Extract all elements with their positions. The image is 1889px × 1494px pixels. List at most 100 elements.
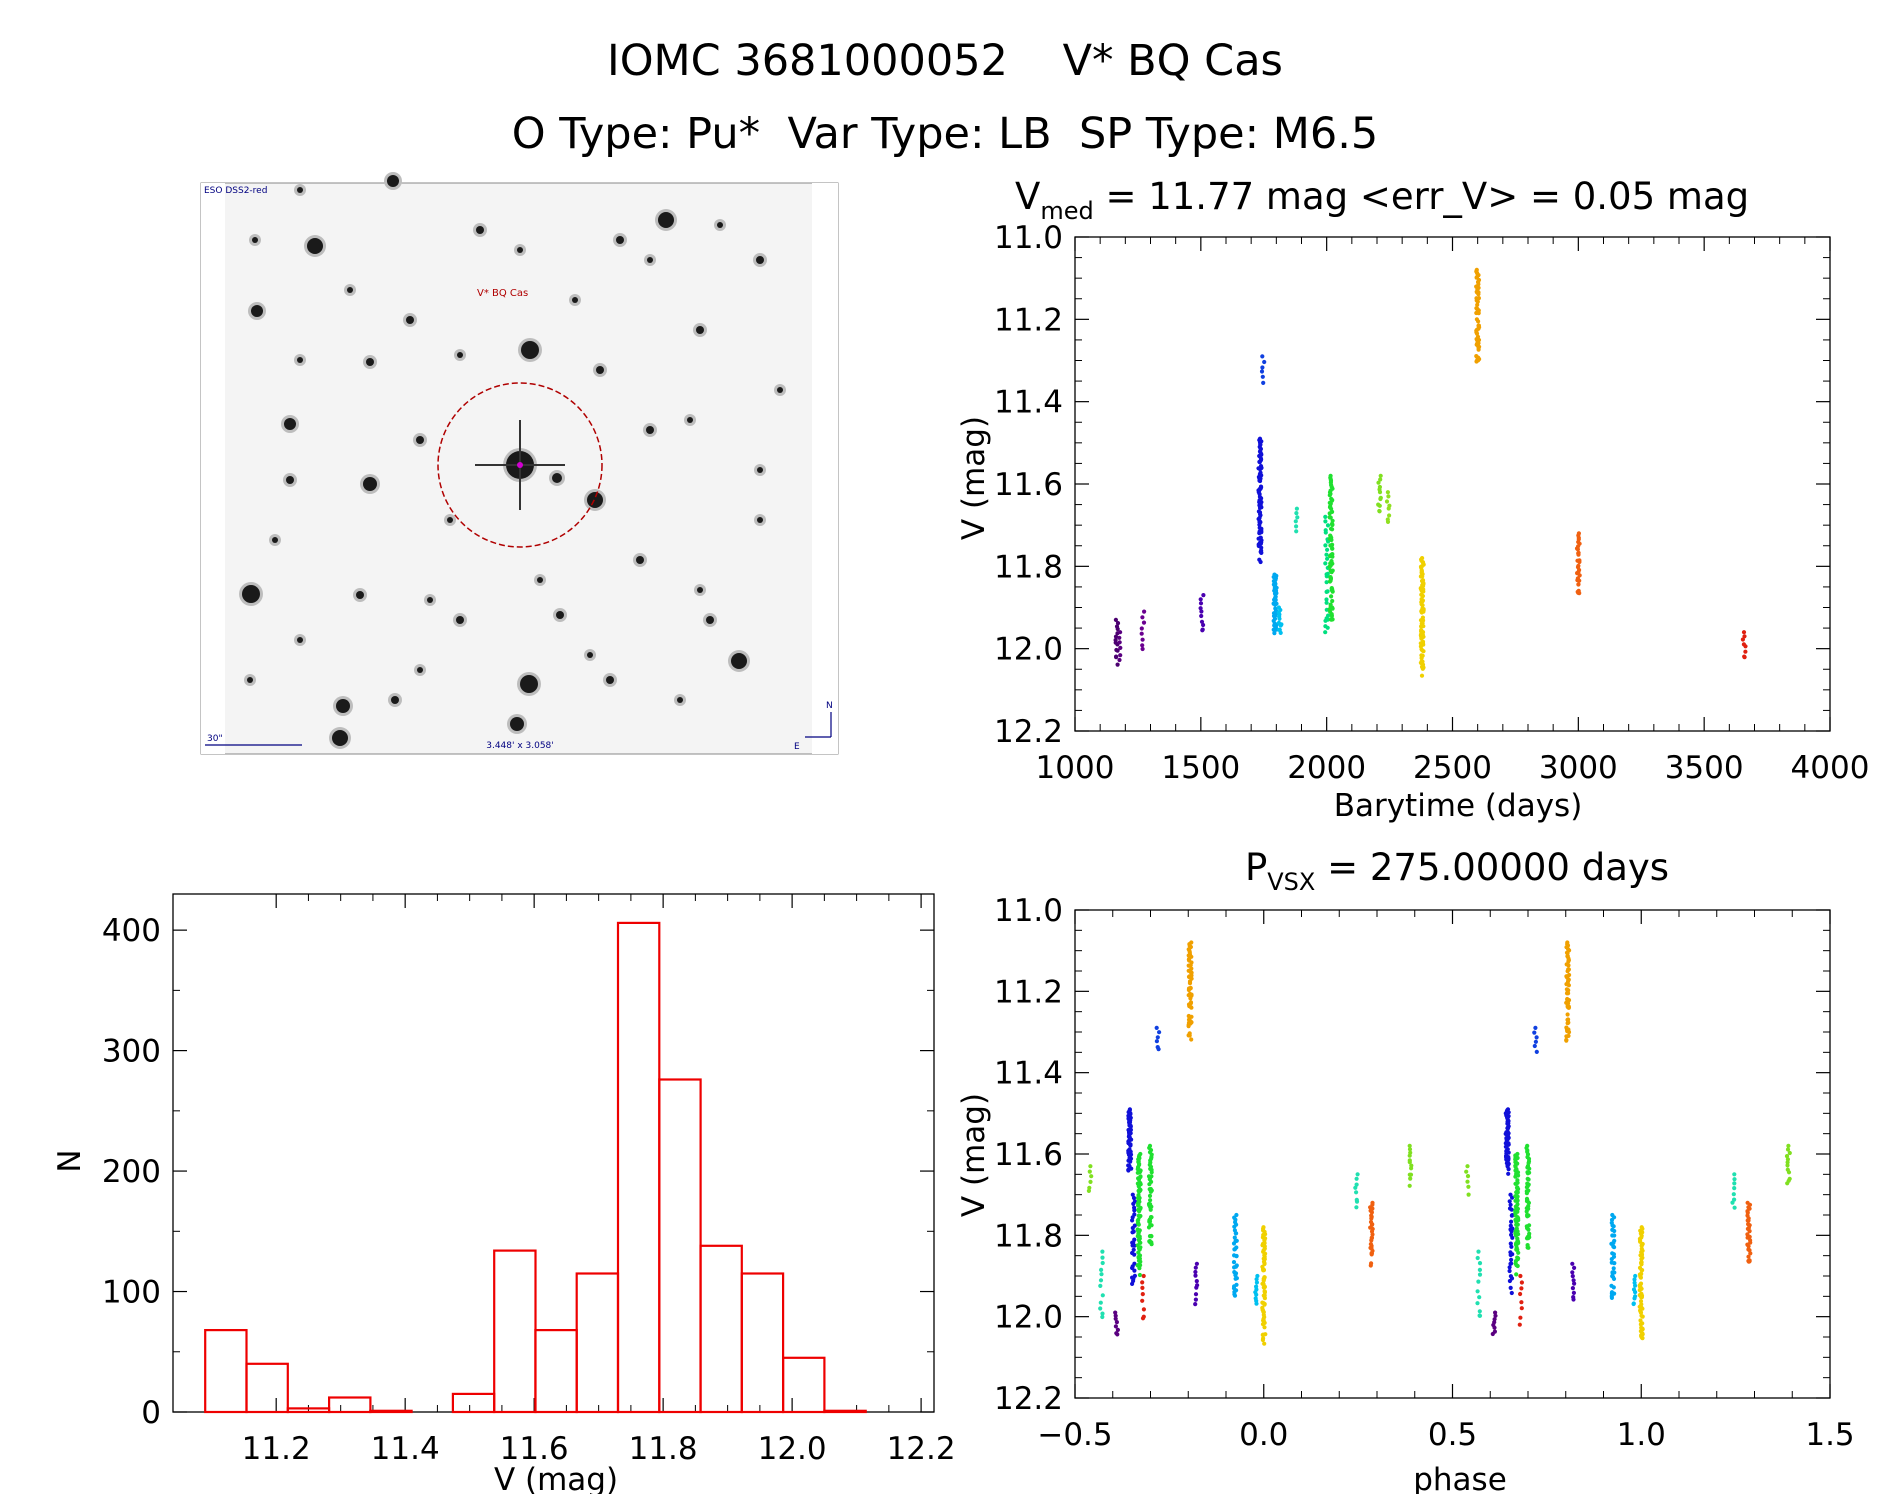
page-subtitle: O Type: Pu* Var Type: LB SP Type: M6.5 xyxy=(512,109,1379,159)
data-point xyxy=(1325,625,1330,630)
data-point xyxy=(1132,1208,1137,1213)
star xyxy=(537,577,543,583)
data-point xyxy=(1732,1205,1737,1210)
star xyxy=(356,591,364,599)
data-point xyxy=(1188,963,1193,968)
data-point xyxy=(1510,1195,1515,1200)
data-point xyxy=(1477,1272,1483,1277)
data-point xyxy=(1128,1124,1133,1129)
data-point xyxy=(1260,1307,1265,1312)
data-point xyxy=(1234,1276,1239,1281)
star xyxy=(552,473,562,483)
histogram-bar xyxy=(534,1328,578,1414)
data-point xyxy=(1099,1272,1104,1277)
data-point xyxy=(1609,1257,1614,1262)
y-tick-label: 11.2 xyxy=(994,302,1063,338)
survey-label: ESO DSS2-red xyxy=(204,186,267,196)
data-point xyxy=(1254,1280,1259,1285)
x-tick-label: 11.4 xyxy=(371,1431,440,1467)
data-point xyxy=(1136,1250,1141,1255)
y-tick-label: 12.0 xyxy=(994,1300,1063,1336)
data-point xyxy=(1514,1190,1519,1195)
data-point xyxy=(1477,1309,1482,1314)
data-point xyxy=(1577,573,1582,578)
data-point xyxy=(1475,1255,1480,1261)
data-point xyxy=(1377,509,1382,514)
data-point xyxy=(1088,1179,1093,1184)
data-point xyxy=(1115,626,1120,632)
data-point xyxy=(1418,574,1423,579)
data-point xyxy=(1189,1037,1194,1042)
data-point xyxy=(1419,673,1425,678)
data-point xyxy=(1261,1332,1266,1337)
data-point xyxy=(1385,519,1391,525)
data-point xyxy=(1232,1284,1237,1289)
star xyxy=(247,677,253,683)
data-point xyxy=(1294,510,1299,516)
data-point xyxy=(1271,613,1277,619)
data-point xyxy=(1575,547,1580,552)
star xyxy=(286,476,294,484)
data-point xyxy=(1187,980,1193,985)
data-point xyxy=(1743,649,1748,654)
data-point xyxy=(1420,603,1425,608)
data-point xyxy=(1571,1297,1576,1302)
data-point xyxy=(1089,1174,1094,1179)
data-point xyxy=(1098,1306,1103,1311)
north-label: N xyxy=(826,701,833,711)
data-point xyxy=(1524,1191,1529,1196)
x-tick-label: 11.2 xyxy=(242,1431,311,1467)
data-point xyxy=(1732,1186,1737,1191)
data-point xyxy=(1155,1035,1160,1040)
data-point xyxy=(1377,490,1383,495)
target-label: V* BQ Cas xyxy=(477,288,528,299)
phased-curve-title: PVSX = 275.00000 days xyxy=(1245,846,1669,896)
data-point xyxy=(1747,1259,1752,1264)
data-point xyxy=(1259,527,1264,532)
data-point xyxy=(1508,1274,1513,1279)
data-point xyxy=(1611,1285,1616,1290)
data-point xyxy=(1407,1160,1412,1165)
data-point xyxy=(1294,529,1299,534)
data-point xyxy=(1639,1243,1644,1248)
data-point xyxy=(1743,644,1748,649)
data-point xyxy=(1261,1285,1266,1290)
data-point xyxy=(1254,1301,1259,1306)
data-point xyxy=(1534,1035,1539,1040)
data-point xyxy=(1742,655,1747,660)
data-point xyxy=(1570,1261,1575,1266)
data-point xyxy=(1354,1199,1360,1204)
data-point xyxy=(1505,1162,1510,1167)
x-tick-label: 11.6 xyxy=(500,1431,569,1467)
data-point xyxy=(1490,1331,1495,1337)
star xyxy=(706,616,714,624)
data-point xyxy=(1504,1157,1509,1162)
data-point xyxy=(1513,1198,1518,1203)
data-point xyxy=(1137,1189,1142,1194)
data-point xyxy=(1193,1273,1198,1278)
data-point xyxy=(1325,589,1330,594)
data-point xyxy=(1477,1267,1482,1272)
data-point xyxy=(1419,621,1424,626)
data-point xyxy=(1368,1225,1373,1230)
data-point xyxy=(1131,1195,1137,1201)
data-point xyxy=(1189,976,1194,981)
data-point xyxy=(1420,583,1425,588)
data-point xyxy=(1526,1177,1531,1182)
data-point xyxy=(1127,1147,1132,1152)
star xyxy=(696,326,704,334)
data-point xyxy=(1138,1245,1143,1250)
data-point xyxy=(1261,1301,1266,1306)
data-point xyxy=(1475,334,1481,339)
data-point xyxy=(1262,1289,1267,1294)
data-point xyxy=(1571,1290,1576,1295)
x-tick-label: 12.0 xyxy=(758,1431,827,1467)
star xyxy=(757,517,763,523)
data-point xyxy=(1611,1266,1616,1271)
star xyxy=(387,175,399,187)
data-point xyxy=(1323,630,1328,635)
data-point xyxy=(1408,1176,1413,1181)
data-point xyxy=(1509,1261,1514,1266)
data-point xyxy=(1465,1179,1470,1184)
data-point xyxy=(1638,1322,1643,1327)
